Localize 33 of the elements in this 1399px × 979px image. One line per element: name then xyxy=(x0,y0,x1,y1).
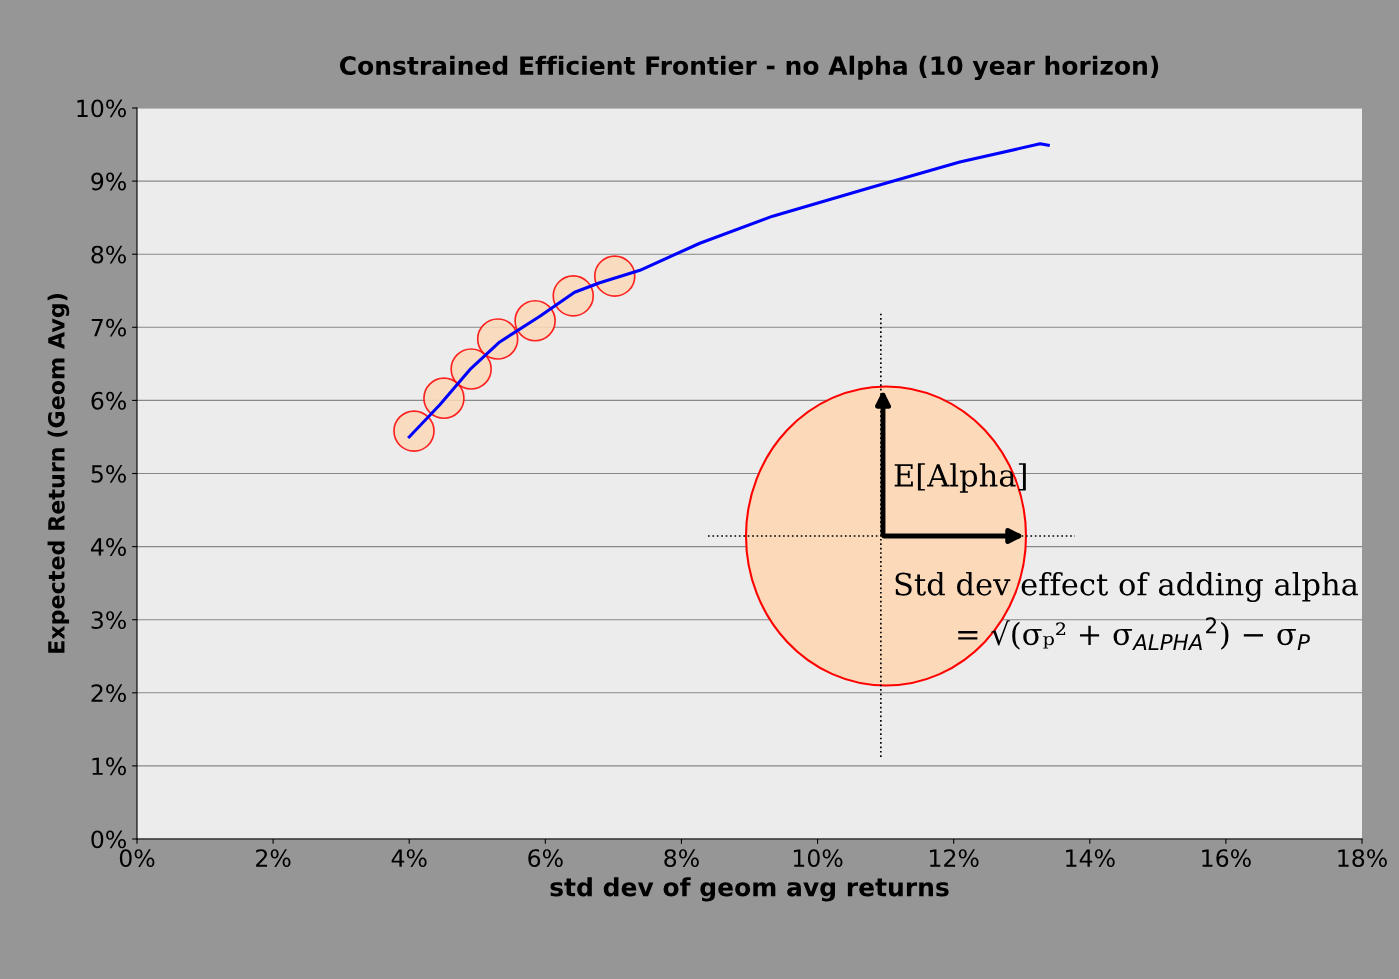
x-tick-label: 14% xyxy=(1066,849,1115,867)
x-tick-label: 2% xyxy=(256,849,291,867)
y-axis-title: Expected Return (Geom Avg) xyxy=(47,294,70,653)
x-tick-label: 18% xyxy=(1338,849,1387,867)
point xyxy=(593,255,636,297)
y-tick-label: 6% xyxy=(91,391,126,410)
point xyxy=(476,318,519,360)
x-tick-label: 8% xyxy=(664,849,699,867)
y-tick-label: 10% xyxy=(77,99,126,118)
point xyxy=(450,348,492,390)
y-tick-label: 7% xyxy=(91,318,126,337)
y-tick-label: 9% xyxy=(91,172,126,191)
annotation: Std dev effect of adding alpha xyxy=(895,572,1359,602)
point xyxy=(393,410,435,452)
x-tick-label: 4% xyxy=(391,849,427,867)
y-tick-label: 5% xyxy=(91,464,126,483)
y-tick-label: 4% xyxy=(90,538,126,556)
x-tick-label: 16% xyxy=(1202,849,1251,867)
line-series xyxy=(407,142,1050,439)
y-tick-label: 3% xyxy=(91,611,126,630)
y-tick-label: 2% xyxy=(91,684,126,703)
x-axis-title: std dev of geom avg returns xyxy=(550,877,949,902)
annotation: = √(σₚ² + σ$_{ALPHA}$$^{2}$) − σ$_{P}$ xyxy=(958,617,1310,650)
point xyxy=(514,299,556,342)
x-tick-label: 12% xyxy=(930,849,979,867)
chart-title: Constrained Efficient Frontier - no Alpha (10 year horizon) xyxy=(339,55,1159,81)
x-tick-label: 6% xyxy=(528,849,563,867)
point xyxy=(552,275,595,317)
x-tick-label: 0% xyxy=(119,849,155,867)
y-tick-label: 0% xyxy=(91,830,126,849)
y-tick-label: 1% xyxy=(92,757,126,776)
y-tick-label: 8% xyxy=(91,245,126,264)
x-tick-label: 10% xyxy=(793,849,843,867)
